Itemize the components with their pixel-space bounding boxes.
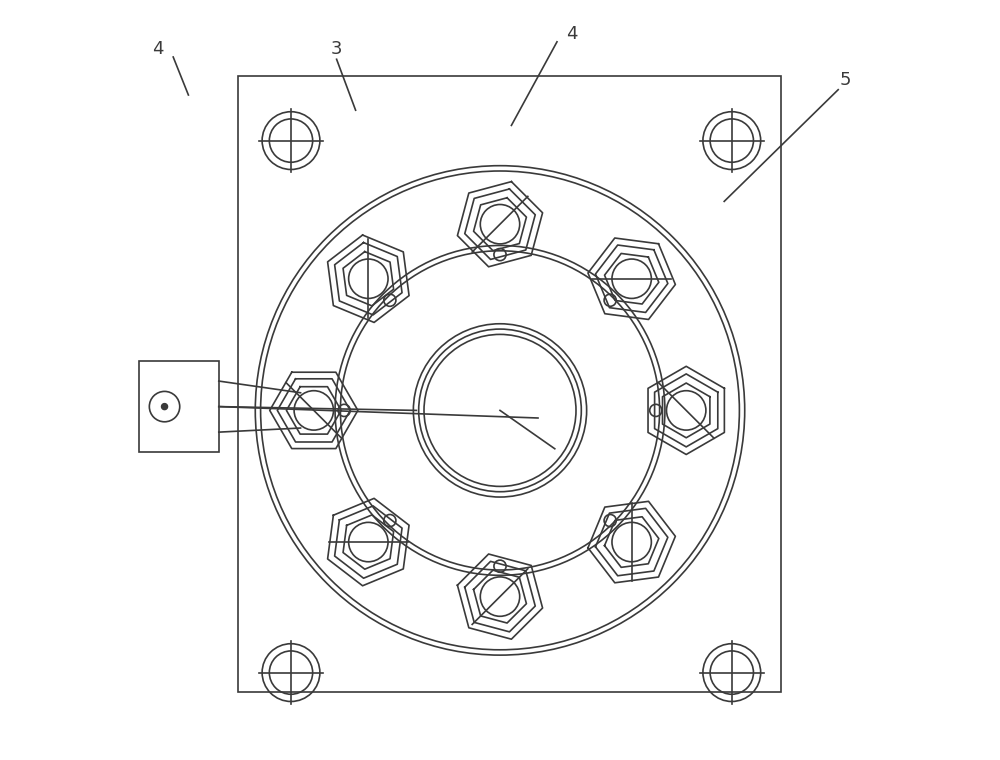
Text: 5: 5 (840, 71, 852, 89)
Text: 4: 4 (566, 25, 578, 43)
Text: 4: 4 (152, 40, 164, 59)
Bar (139, 361, 219, 452)
Text: 3: 3 (331, 40, 342, 59)
Bar (238, 76, 781, 692)
Circle shape (161, 404, 168, 410)
